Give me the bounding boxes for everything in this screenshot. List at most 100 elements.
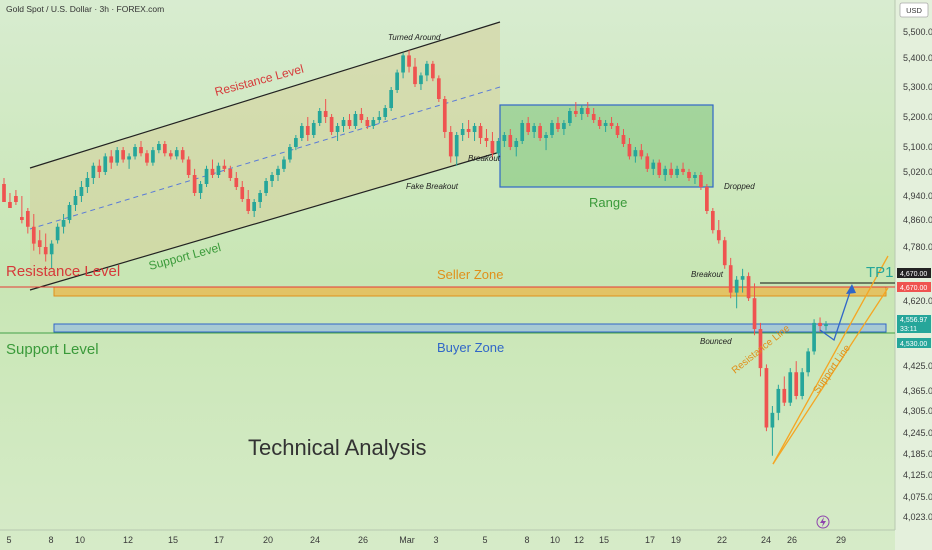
candle-body bbox=[210, 168, 215, 175]
projection-path bbox=[819, 285, 853, 342]
candle-body bbox=[383, 108, 388, 117]
wedge-lower-line bbox=[772, 287, 889, 465]
seller-zone bbox=[53, 286, 887, 297]
candle bbox=[716, 220, 721, 244]
candle-body bbox=[264, 181, 268, 193]
candle bbox=[198, 181, 203, 199]
candle bbox=[591, 108, 596, 123]
candle bbox=[329, 114, 334, 135]
candle bbox=[121, 147, 125, 163]
candle bbox=[311, 120, 316, 138]
candle-body bbox=[31, 226, 36, 244]
candle-body bbox=[204, 168, 209, 184]
candle bbox=[770, 406, 775, 456]
candle bbox=[67, 202, 72, 224]
candle-body bbox=[544, 135, 548, 138]
price-tick-label: 4,305.00 bbox=[903, 406, 932, 416]
candle bbox=[466, 120, 471, 138]
candle bbox=[168, 150, 173, 160]
candle bbox=[14, 190, 18, 205]
price-tag-label: 4,670.00 bbox=[900, 271, 927, 278]
candle bbox=[383, 105, 388, 120]
candle bbox=[341, 117, 346, 132]
price-tick-label: 5,400.00 bbox=[903, 53, 932, 63]
candle-body bbox=[228, 168, 233, 178]
candle-body bbox=[246, 199, 251, 211]
time-tick-label: 17 bbox=[645, 535, 655, 545]
candle bbox=[353, 111, 358, 129]
candle-body bbox=[758, 329, 763, 369]
candle-body bbox=[752, 298, 757, 330]
candle-body bbox=[490, 141, 495, 154]
candle bbox=[222, 159, 227, 172]
candle-body bbox=[460, 129, 465, 135]
currency-box[interactable] bbox=[899, 2, 929, 18]
candle bbox=[514, 138, 519, 157]
candle bbox=[603, 120, 608, 132]
candle-body bbox=[133, 147, 137, 157]
candle bbox=[174, 147, 179, 160]
candle-body bbox=[716, 230, 721, 241]
candle bbox=[151, 147, 155, 166]
price-tick-label: 5,020.00 bbox=[903, 167, 932, 177]
candle-body bbox=[139, 147, 143, 154]
candle bbox=[597, 117, 602, 129]
candle bbox=[615, 123, 620, 138]
candle-body bbox=[335, 126, 340, 132]
price-tick-label: 4,185.00 bbox=[903, 449, 932, 459]
time-tick-label: 12 bbox=[123, 535, 133, 545]
candle-body bbox=[448, 132, 453, 157]
candle bbox=[37, 230, 42, 255]
candle-body bbox=[419, 75, 423, 85]
candle bbox=[800, 368, 805, 400]
candle-body bbox=[633, 150, 638, 157]
candle-body bbox=[681, 168, 685, 172]
candle bbox=[734, 276, 739, 309]
price-tag-box bbox=[897, 282, 931, 292]
lightning-icon[interactable] bbox=[816, 515, 830, 529]
candle bbox=[377, 111, 382, 123]
candle bbox=[448, 126, 453, 163]
candle bbox=[79, 181, 84, 202]
candle-body bbox=[562, 123, 566, 129]
candle-body bbox=[174, 150, 179, 157]
candle bbox=[693, 172, 697, 184]
candle-body bbox=[669, 168, 673, 175]
candle-body bbox=[436, 78, 441, 99]
candle bbox=[317, 108, 322, 126]
candle-body bbox=[97, 165, 102, 172]
candle bbox=[371, 117, 376, 129]
main-title: Technical Analysis bbox=[248, 435, 427, 460]
price-tick-label: 5,200.00 bbox=[903, 112, 932, 122]
candle-body bbox=[597, 120, 602, 126]
time-tick-label: 15 bbox=[168, 535, 178, 545]
candle-body bbox=[693, 175, 697, 178]
time-tick-label: 12 bbox=[574, 535, 584, 545]
candle-body bbox=[812, 322, 816, 352]
candle bbox=[544, 132, 548, 151]
candle-body bbox=[317, 111, 322, 123]
time-tick-label: 26 bbox=[787, 535, 797, 545]
price-tag-label: 4,670.00 bbox=[900, 285, 927, 292]
price-tag-box bbox=[897, 315, 931, 333]
candle-body bbox=[115, 150, 120, 163]
candle-body bbox=[651, 162, 656, 169]
candle bbox=[43, 233, 48, 262]
candle-body bbox=[282, 159, 286, 169]
candle-body bbox=[722, 240, 727, 266]
candle bbox=[288, 144, 292, 163]
price-tag: 4,670.00 bbox=[897, 268, 931, 278]
time-tick-label: 19 bbox=[671, 535, 681, 545]
candle bbox=[490, 132, 495, 160]
candle-body bbox=[365, 120, 370, 126]
candle bbox=[472, 123, 477, 141]
support-level-label: Support Level bbox=[6, 341, 99, 358]
candle-body bbox=[389, 90, 394, 108]
candle-body bbox=[323, 111, 328, 117]
candle-body bbox=[145, 153, 149, 163]
candle-body bbox=[79, 187, 84, 196]
price-tag-label: 4,556.97 bbox=[900, 317, 927, 324]
candle-body bbox=[740, 276, 745, 280]
candle-body bbox=[568, 111, 572, 123]
candle-body bbox=[371, 120, 376, 126]
